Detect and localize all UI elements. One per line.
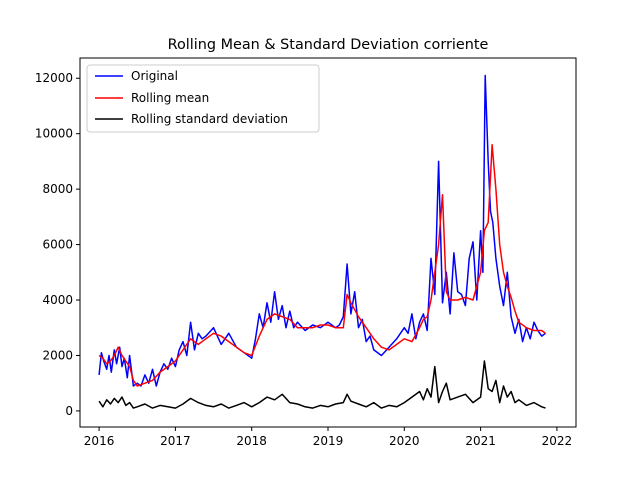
legend: Original Rolling mean Rolling standard d… <box>86 64 320 133</box>
legend-label-rolling-std: Rolling standard deviation <box>131 112 288 126</box>
plot-lines <box>98 74 546 409</box>
y-tick-label: 6000 <box>42 238 73 252</box>
y-tick-label: 10000 <box>35 127 73 141</box>
legend-label-rolling-mean: Rolling mean <box>131 91 209 105</box>
x-tick-label: 2018 <box>236 434 267 448</box>
y-tick-label: 4000 <box>42 293 73 307</box>
y-axis: 0 2000 4000 6000 8000 10000 12000 <box>35 71 80 418</box>
x-tick-label: 2016 <box>84 434 115 448</box>
x-axis: 2016 2017 2018 2019 2020 2021 2022 <box>84 427 572 448</box>
series-line-rolling-std <box>98 360 546 409</box>
y-tick-label: 2000 <box>42 348 73 362</box>
y-tick-label: 0 <box>65 404 73 418</box>
x-tick-label: 2022 <box>542 434 573 448</box>
legend-box <box>86 64 320 133</box>
x-tick-label: 2020 <box>389 434 420 448</box>
x-tick-label: 2019 <box>313 434 344 448</box>
x-tick-label: 2017 <box>160 434 191 448</box>
series-line-rolling-mean <box>98 144 546 387</box>
series-line-original <box>98 74 546 387</box>
legend-label-original: Original <box>131 69 178 83</box>
y-tick-label: 8000 <box>42 182 73 196</box>
x-tick-label: 2021 <box>465 434 496 448</box>
chart-title: Rolling Mean & Standard Deviation corrie… <box>168 37 489 53</box>
y-tick-label: 12000 <box>35 71 73 85</box>
